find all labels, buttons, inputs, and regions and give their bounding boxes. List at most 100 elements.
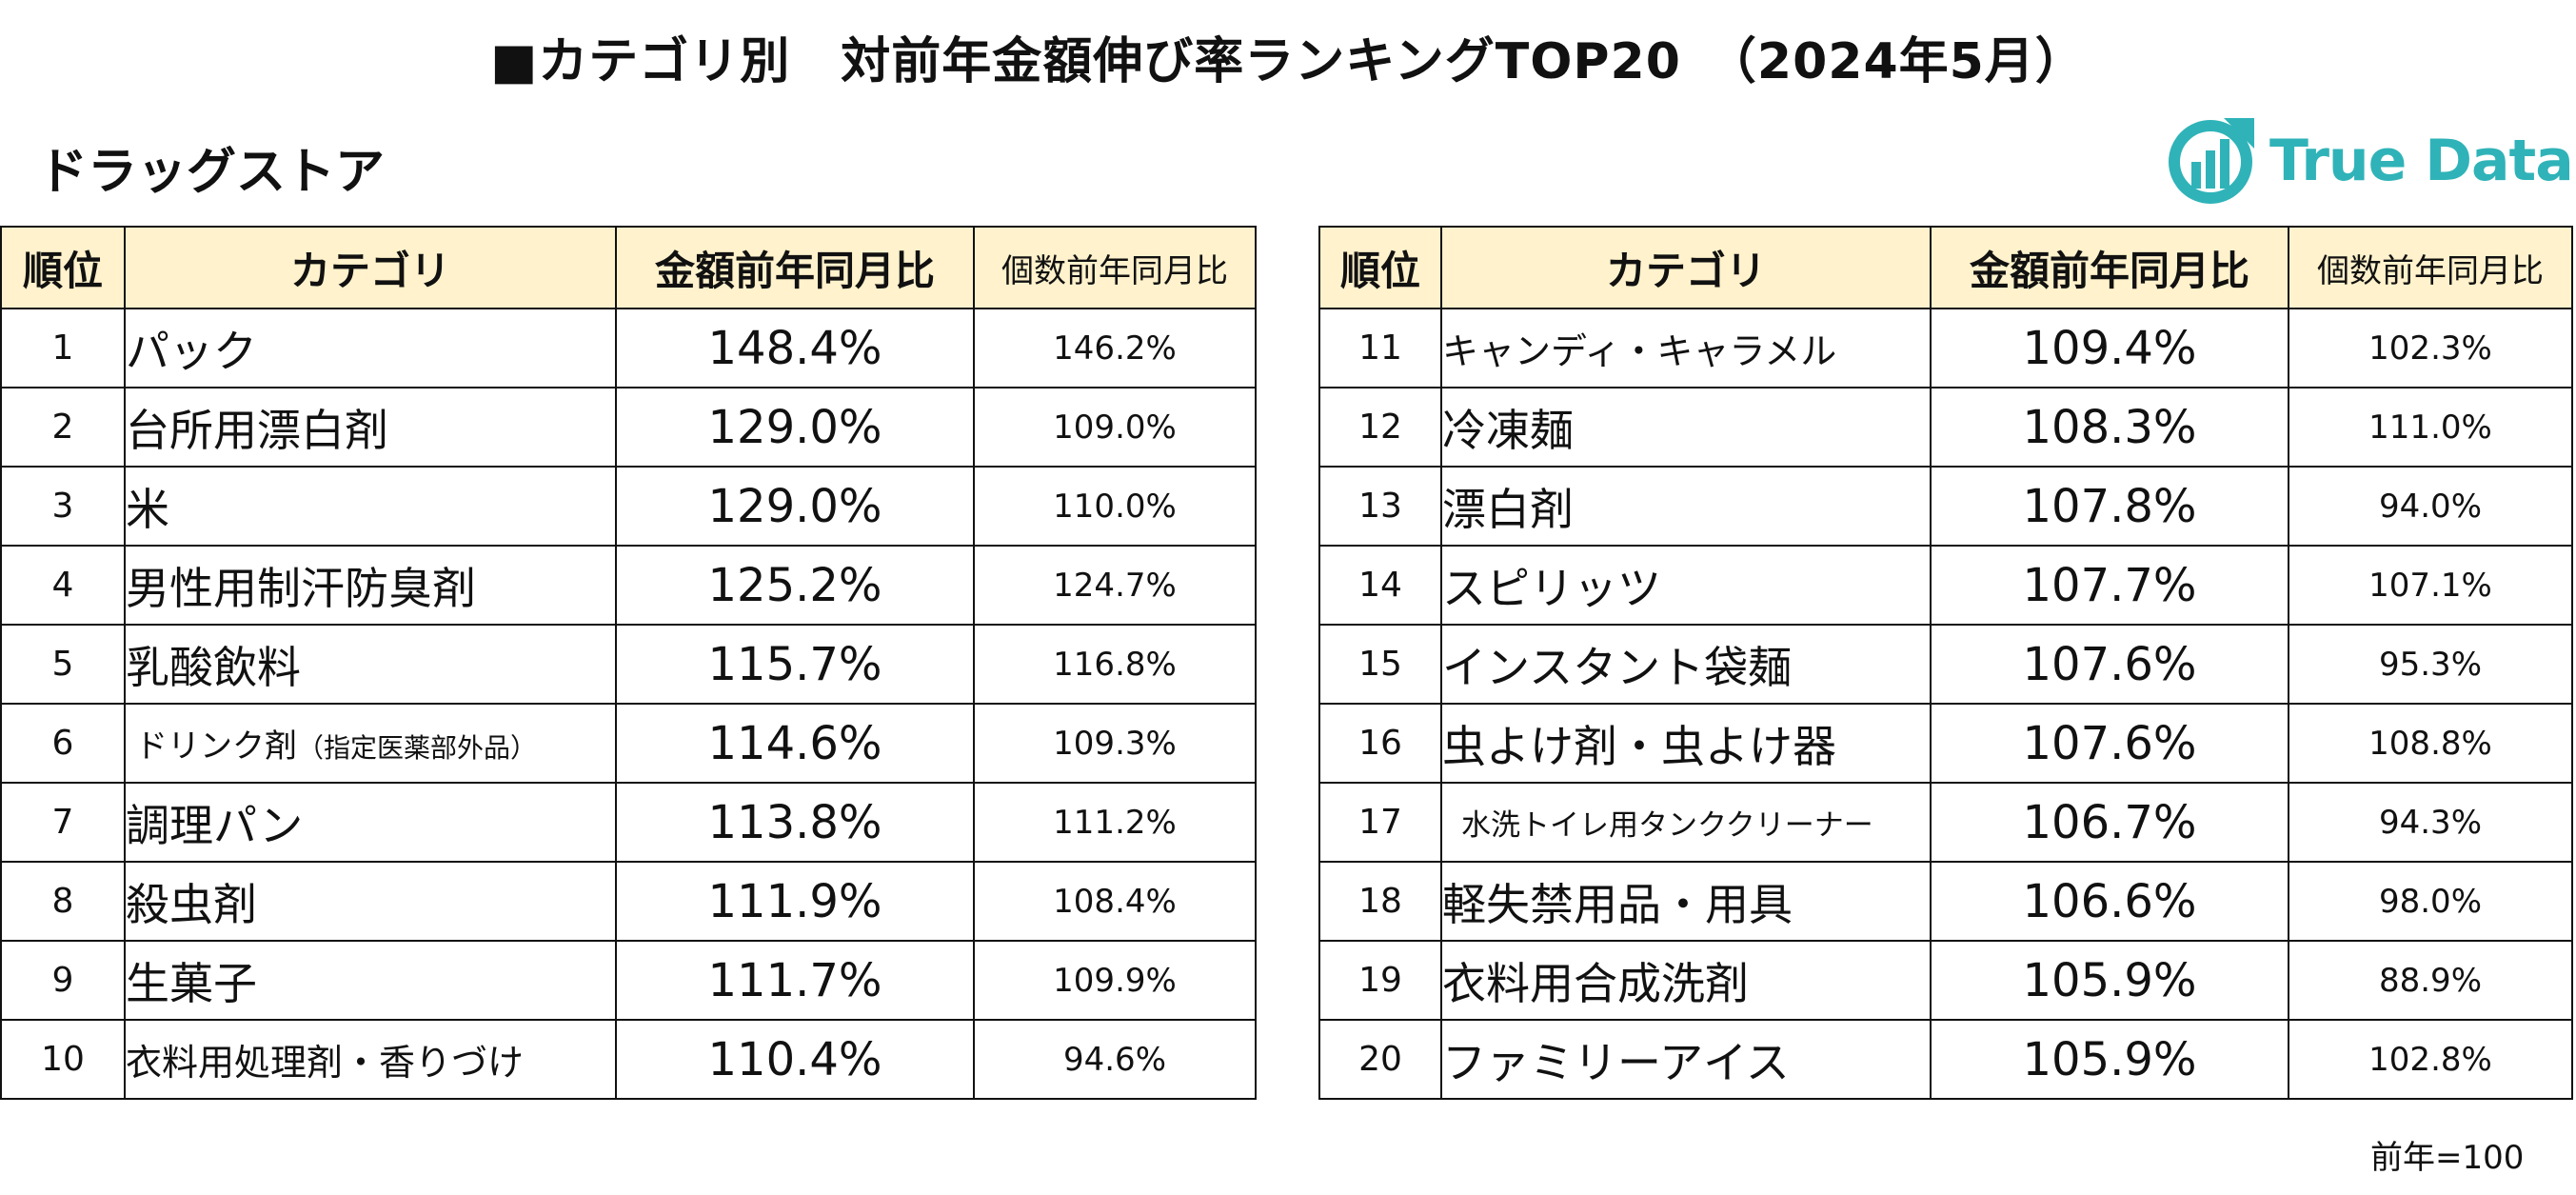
category-label: 調理パン: [126, 799, 304, 851]
category-label: インスタント袋麺: [1442, 641, 1793, 693]
category-cell: 殺虫剤: [124, 861, 617, 942]
rank-cell: 9: [0, 940, 126, 1021]
header-category: カテゴリ: [1440, 226, 1932, 309]
category-label: 殺虫剤: [126, 878, 257, 930]
quantity-ratio-cell: 98.0%: [2288, 861, 2573, 942]
category-label: キャンディ・キャラメル: [1442, 330, 1837, 372]
quantity-ratio-cell: 94.0%: [2288, 466, 2573, 547]
rank-cell: 8: [0, 861, 126, 942]
quantity-ratio-cell: 94.6%: [973, 1019, 1257, 1100]
header-rank: 順位: [1318, 226, 1442, 309]
amount-ratio-cell: 107.7%: [1930, 545, 2289, 626]
category-label: ドリンク剤: [135, 727, 297, 766]
amount-ratio-cell: 115.7%: [615, 624, 975, 705]
amount-ratio-cell: 129.0%: [615, 387, 975, 468]
table-row: 6 ドリンク剤（指定医薬部外品） 114.6% 109.3%: [0, 703, 1257, 784]
table-header-row: 順位 カテゴリ 金額前年同月比 個数前年同月比: [0, 226, 1257, 309]
header-amount: 金額前年同月比: [1930, 226, 2289, 309]
quantity-ratio-cell: 110.0%: [973, 466, 1257, 547]
table-row: 20 ファミリーアイス 105.9% 102.8%: [1318, 1019, 2573, 1100]
table-row: 16 虫よけ剤・虫よけ器 107.6% 108.8%: [1318, 703, 2573, 784]
table-row: 4 男性用制汗防臭剤 125.2% 124.7%: [0, 545, 1257, 626]
category-cell: 男性用制汗防臭剤: [124, 545, 617, 626]
table-row: 17 水洗トイレ用タンククリーナー 106.7% 94.3%: [1318, 782, 2573, 863]
category-note: （指定医薬部外品）: [297, 732, 538, 764]
quantity-ratio-cell: 109.3%: [973, 703, 1257, 784]
category-cell: パック: [124, 308, 617, 388]
true-data-logo: True Data: [2163, 112, 2574, 208]
category-label: 乳酸飲料: [126, 641, 301, 693]
category-cell: 台所用漂白剤: [124, 387, 617, 468]
category-label: 軽失禁用品・用具: [1442, 878, 1793, 930]
quantity-ratio-cell: 108.4%: [973, 861, 1257, 942]
quantity-ratio-cell: 102.3%: [2288, 308, 2573, 388]
ranking-table-left: 順位 カテゴリ 金額前年同月比 個数前年同月比 1 パック 148.4% 146.2%…: [0, 226, 1257, 1100]
header-rank: 順位: [0, 226, 126, 309]
quantity-ratio-cell: 94.3%: [2288, 782, 2573, 863]
amount-ratio-cell: 111.9%: [615, 861, 975, 942]
header-category: カテゴリ: [124, 226, 617, 309]
amount-ratio-cell: 107.8%: [1930, 466, 2289, 547]
category-cell: キャンディ・キャラメル: [1440, 308, 1932, 388]
rank-cell: 14: [1318, 545, 1442, 626]
quantity-ratio-cell: 102.8%: [2288, 1019, 2573, 1100]
header-quantity: 個数前年同月比: [973, 226, 1257, 309]
category-label: 衣料用処理剤・香りづけ: [126, 1042, 525, 1084]
quantity-ratio-cell: 109.9%: [973, 940, 1257, 1021]
rank-cell: 3: [0, 466, 126, 547]
table-row: 7 調理パン 113.8% 111.2%: [0, 782, 1257, 863]
table-row: 11 キャンディ・キャラメル 109.4% 102.3%: [1318, 308, 2573, 388]
rank-cell: 15: [1318, 624, 1442, 705]
category-label: 台所用漂白剤: [126, 404, 388, 456]
rank-cell: 7: [0, 782, 126, 863]
ranking-table-right: 順位 カテゴリ 金額前年同月比 個数前年同月比 11 キャンディ・キャラメル 109…: [1318, 226, 2573, 1100]
rank-cell: 13: [1318, 466, 1442, 547]
category-label: パック: [126, 325, 257, 377]
category-cell: 米: [124, 466, 617, 547]
category-label: 生菓子: [126, 957, 257, 1009]
rank-cell: 1: [0, 308, 126, 388]
category-cell: ファミリーアイス: [1440, 1019, 1932, 1100]
header-quantity: 個数前年同月比: [2288, 226, 2573, 309]
amount-ratio-cell: 107.6%: [1930, 703, 2289, 784]
rank-cell: 19: [1318, 940, 1442, 1021]
table-row: 13 漂白剤 107.8% 94.0%: [1318, 466, 2573, 547]
quantity-ratio-cell: 111.0%: [2288, 387, 2573, 468]
quantity-ratio-cell: 109.0%: [973, 387, 1257, 468]
logo-icon: [2169, 118, 2254, 204]
quantity-ratio-cell: 111.2%: [973, 782, 1257, 863]
amount-ratio-cell: 125.2%: [615, 545, 975, 626]
amount-ratio-cell: 129.0%: [615, 466, 975, 547]
quantity-ratio-cell: 116.8%: [973, 624, 1257, 705]
category-cell: 漂白剤: [1440, 466, 1932, 547]
amount-ratio-cell: 113.8%: [615, 782, 975, 863]
amount-ratio-cell: 105.9%: [1930, 940, 2289, 1021]
category-cell: インスタント袋麺: [1440, 624, 1932, 705]
amount-ratio-cell: 105.9%: [1930, 1019, 2289, 1100]
amount-ratio-cell: 114.6%: [615, 703, 975, 784]
category-cell: 水洗トイレ用タンククリーナー: [1440, 782, 1932, 863]
quantity-ratio-cell: 107.1%: [2288, 545, 2573, 626]
quantity-ratio-cell: 146.2%: [973, 308, 1257, 388]
category-label: 米: [126, 483, 169, 535]
amount-ratio-cell: 148.4%: [615, 308, 975, 388]
amount-ratio-cell: 108.3%: [1930, 387, 2289, 468]
amount-ratio-cell: 110.4%: [615, 1019, 975, 1100]
category-label: スピリッツ: [1442, 562, 1661, 614]
category-label: 虫よけ剤・虫よけ器: [1442, 720, 1836, 772]
store-type-heading: ドラッグストア: [38, 144, 386, 201]
category-label: 衣料用合成洗剤: [1442, 957, 1749, 1009]
quantity-ratio-cell: 88.9%: [2288, 940, 2573, 1021]
category-cell: スピリッツ: [1440, 545, 1932, 626]
quantity-ratio-cell: 124.7%: [973, 545, 1257, 626]
table-row: 8 殺虫剤 111.9% 108.4%: [0, 861, 1257, 942]
rank-cell: 10: [0, 1019, 126, 1100]
page-title: ■カテゴリ別 対前年金額伸び率ランキングTOP20 （2024年5月）: [490, 33, 2086, 90]
quantity-ratio-cell: 108.8%: [2288, 703, 2573, 784]
category-cell: 生菓子: [124, 940, 617, 1021]
rank-cell: 2: [0, 387, 126, 468]
table-row: 19 衣料用合成洗剤 105.9% 88.9%: [1318, 940, 2573, 1021]
category-label: 水洗トイレ用タンククリーナー: [1461, 808, 1873, 843]
category-cell: 乳酸飲料: [124, 624, 617, 705]
rank-cell: 16: [1318, 703, 1442, 784]
